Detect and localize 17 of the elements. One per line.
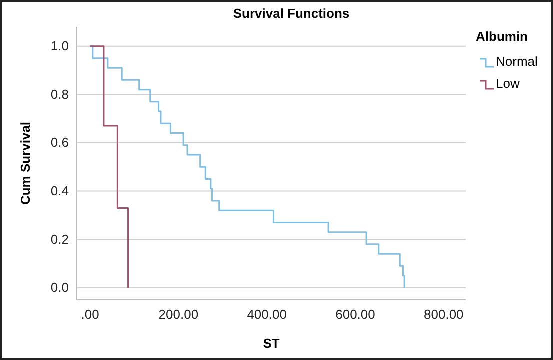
legend-title: Albumin xyxy=(476,29,528,44)
legend-label: Low xyxy=(496,76,520,91)
y-tick-label: 0.8 xyxy=(50,86,69,102)
x-tick-label: 400.00 xyxy=(247,307,287,322)
chart-title: Survival Functions xyxy=(233,6,350,21)
x-tick-label: 600.00 xyxy=(336,307,376,322)
x-tick-label: .00 xyxy=(81,307,100,322)
x-tick-label: 200.00 xyxy=(158,307,199,322)
y-axis-title: Cum Survival xyxy=(18,122,33,206)
y-tick-label: 1.0 xyxy=(50,38,69,54)
y-tick-label: 0.4 xyxy=(50,183,69,198)
y-tick-label: 0.0 xyxy=(50,280,69,296)
y-tick-label: 0.2 xyxy=(50,232,69,247)
x-tick-label: 800.00 xyxy=(424,307,464,322)
y-tick-label: 0.6 xyxy=(50,135,69,150)
x-axis-title: ST xyxy=(263,336,280,351)
legend-label: Normal xyxy=(496,54,538,69)
